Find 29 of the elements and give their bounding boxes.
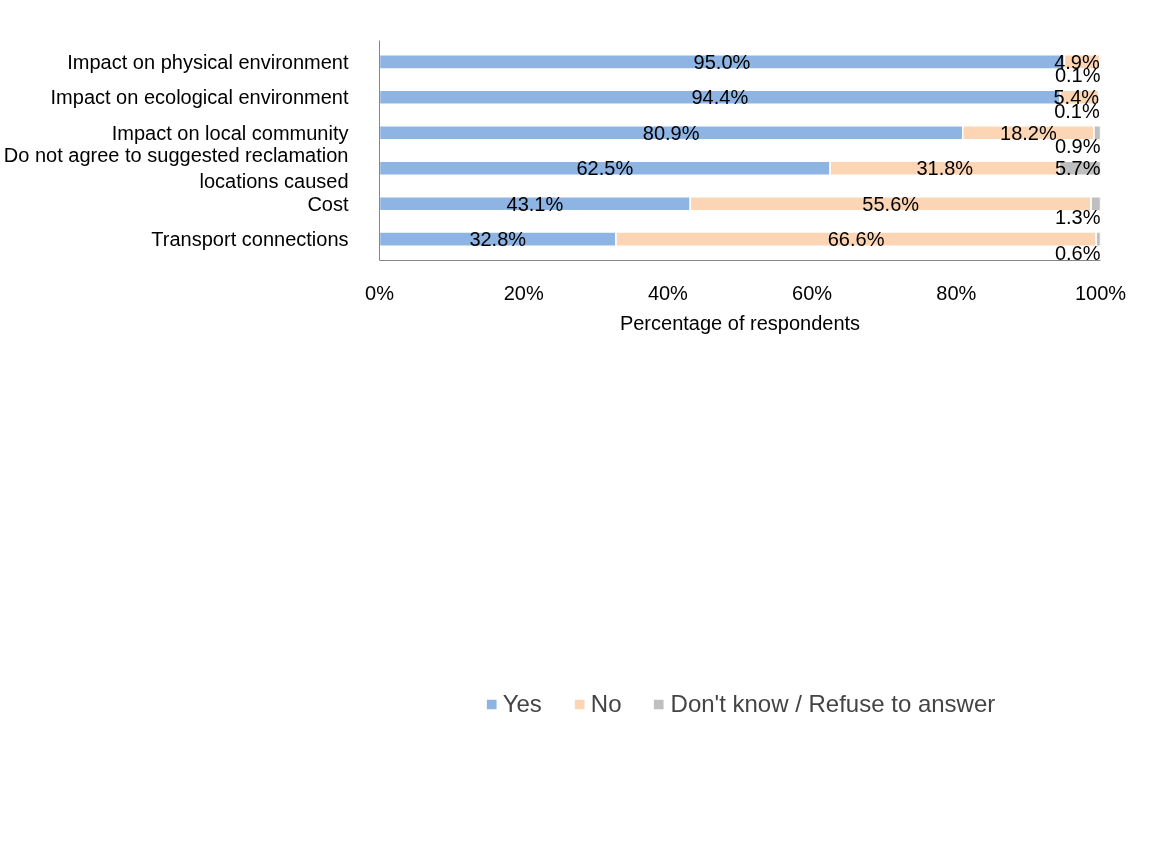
x-tick-label: 80%	[936, 281, 977, 304]
x-tick-label: 40%	[647, 281, 689, 304]
legend-label: Don't know / Refuse to answer	[670, 690, 996, 718]
legend-label: Yes	[502, 690, 542, 718]
x-tick-label: 0%	[365, 281, 395, 304]
y-tick-label: Cost	[307, 192, 349, 215]
y-tick-label: Impact on local community	[111, 121, 349, 144]
x-axis-title: Percentage of respondents	[619, 311, 861, 334]
data-label: 94.4%	[691, 86, 749, 109]
data-label: 66.6%	[827, 228, 885, 251]
x-tick-label: 60%	[792, 281, 833, 304]
data-label: 31.8%	[916, 157, 974, 180]
y-tick-label: Impact on physical environment	[67, 50, 349, 73]
data-label: 55.6%	[862, 192, 920, 215]
x-tick-label: 20%	[503, 281, 544, 304]
data-label: 5.7%	[1054, 157, 1101, 180]
data-label: 0.6%	[1054, 241, 1101, 264]
data-label: 80.9%	[642, 121, 700, 144]
data-label: 95.0%	[693, 50, 751, 73]
data-label: 18.2%	[1000, 121, 1057, 144]
legend-label: No	[590, 690, 622, 718]
x-tick-label: 100%	[1074, 281, 1127, 304]
data-label: 62.5%	[576, 157, 634, 180]
y-tick-label: Impact on ecological environment	[50, 86, 349, 109]
y-tick-label: Do not agree to suggested reclamation locations caused	[3, 144, 349, 193]
data-label: 32.8%	[469, 228, 527, 251]
data-label: 1.3%	[1054, 206, 1101, 229]
y-tick-label: Transport connections	[151, 228, 349, 251]
data-label: 43.1%	[506, 192, 564, 215]
